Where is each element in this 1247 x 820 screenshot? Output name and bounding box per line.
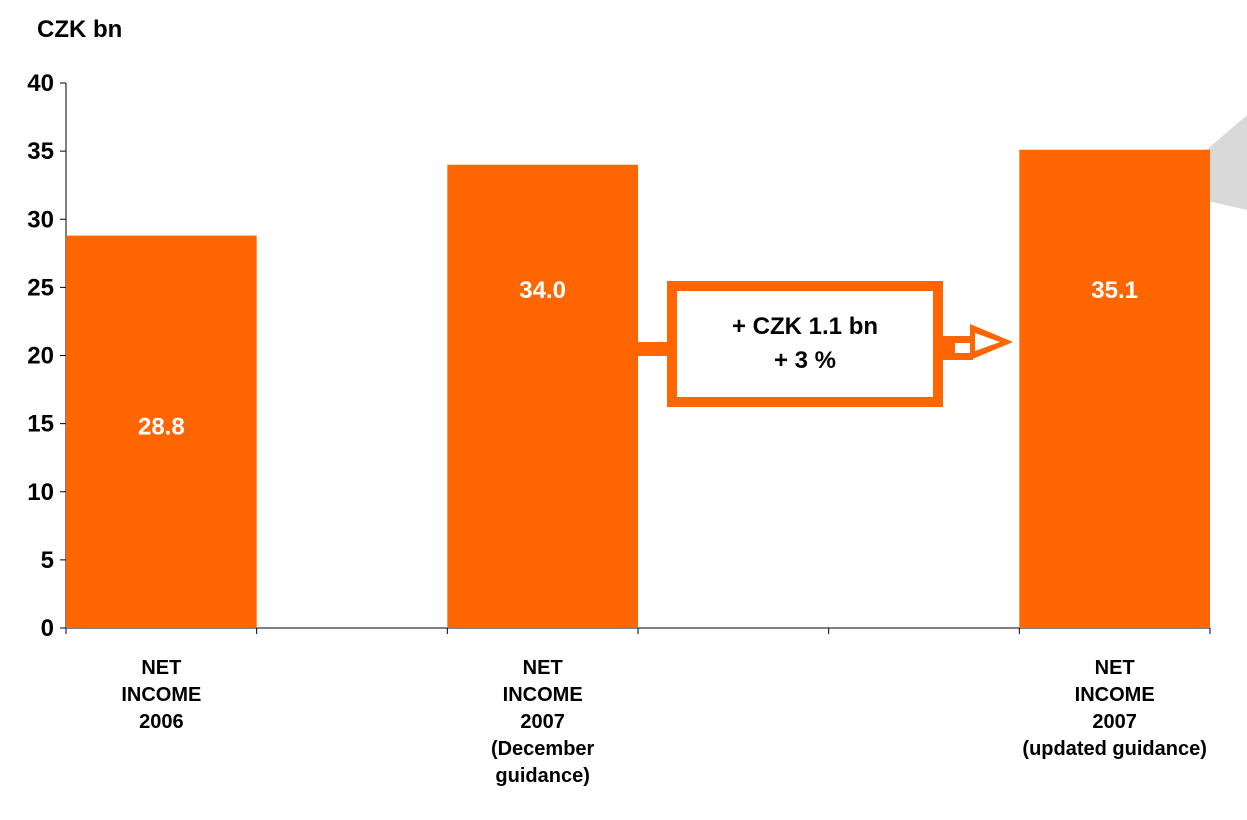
x-category-label-line: 2006 — [139, 711, 184, 733]
y-axis-unit-label: CZK bn — [37, 16, 123, 43]
bar — [1019, 149, 1210, 628]
y-tick-label: 30 — [27, 206, 54, 233]
x-category-label: NET INCOME 2006 — [31, 655, 291, 736]
x-category-label-line: guidance) — [495, 765, 590, 787]
bar-value-label: 35.1 — [1091, 277, 1138, 304]
y-tick-label: 20 — [27, 343, 54, 370]
y-tick-label: 35 — [27, 138, 54, 165]
bar-value-label: 28.8 — [138, 413, 185, 440]
callout-line-amount: + CZK 1.1 bn — [731, 313, 879, 340]
y-tick-label: 10 — [27, 479, 54, 506]
callout-connector-left — [637, 342, 670, 356]
bar — [66, 235, 257, 628]
y-tick-label: 15 — [27, 411, 54, 438]
y-tick-label: 25 — [27, 274, 54, 301]
callout-line-percent: + 3 % — [773, 347, 837, 374]
callout-connector-notch — [955, 343, 970, 353]
x-category-label-line: NET — [141, 657, 182, 679]
x-category-label-line: INCOME — [1074, 684, 1155, 706]
x-category-label-line: (December — [490, 738, 595, 760]
y-tick-label: 0 — [41, 615, 54, 642]
callout-box — [667, 281, 943, 407]
x-category-label-line: INCOME — [502, 684, 583, 706]
bar — [447, 164, 638, 628]
x-category-label: NET INCOME 2007 (December guidance) — [413, 655, 673, 790]
x-category-label-line: NET — [1094, 657, 1135, 679]
y-tick-label: 40 — [27, 70, 54, 97]
x-category-label-line: NET — [522, 657, 563, 679]
bar-value-label: 34.0 — [519, 277, 566, 304]
x-category-label-line: 2007 — [1092, 711, 1137, 733]
callout-group — [637, 281, 1013, 407]
callout-arrowhead-inner — [975, 333, 1000, 351]
x-category-label-line: INCOME — [121, 684, 202, 706]
x-category-label: NET INCOME 2007 (updated guidance) — [985, 655, 1245, 763]
x-category-label-line: (updated guidance) — [1022, 738, 1207, 760]
x-category-label-line: 2007 — [520, 711, 565, 733]
y-tick-label: 5 — [41, 547, 54, 574]
callout-text: + CZK 1.1 bn + 3 % — [680, 310, 930, 378]
